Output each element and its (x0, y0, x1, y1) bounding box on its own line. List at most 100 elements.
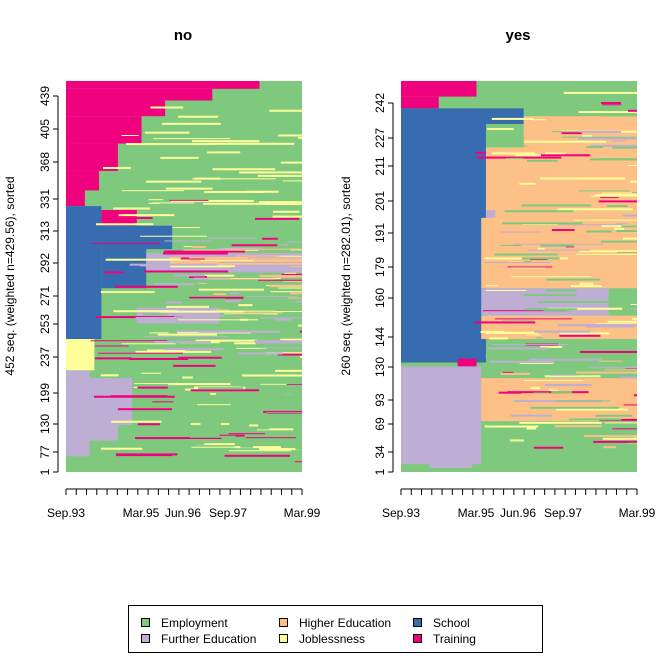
sequence-streak-jobless (283, 180, 302, 182)
sequence-streak-further (229, 292, 239, 295)
sequence-streak-employment (288, 399, 302, 402)
sequence-streak-training (262, 237, 278, 240)
sequence-streak-jobless (258, 448, 302, 451)
state-band-training (66, 81, 260, 89)
sequence-streak-further (218, 262, 302, 264)
sequence-streak-jobless (573, 219, 637, 221)
sequence-streak-jobless (290, 249, 302, 251)
sequence-plot-area (66, 81, 302, 472)
sequence-streak-employment (260, 366, 302, 368)
sequence-streak-jobless (622, 237, 637, 240)
sequence-streak-employment (485, 355, 561, 358)
sequence-streak-jobless (298, 324, 302, 327)
sequence-streak-training (623, 404, 637, 406)
sequence-streak-employment (546, 278, 601, 281)
sequence-streak-higher (484, 387, 504, 390)
sequence-streak-higher (604, 369, 637, 371)
sequence-streak-training (117, 408, 172, 411)
sequence-streak-jobless (260, 383, 287, 385)
sequence-streak-further (529, 358, 602, 361)
sequence-streak-further (622, 214, 637, 217)
sequence-streak-jobless (270, 291, 302, 293)
sequence-streak-further (296, 300, 302, 303)
sequence-streak-employment (295, 447, 302, 450)
sequence-streak-jobless (579, 250, 637, 253)
sequence-streak-further (513, 243, 603, 245)
sequence-streak-employment (543, 310, 572, 312)
x-tick-label: Mar.99 (619, 506, 656, 520)
sequence-streak-employment (537, 353, 599, 355)
sequence-streak-employment (631, 192, 637, 194)
sequence-streak-jobless (170, 199, 254, 202)
sequence-streak-employment (282, 307, 302, 310)
sequence-streak-employment (600, 240, 637, 243)
sequence-streak-employment (144, 298, 226, 301)
sequence-streak-employment (499, 145, 527, 147)
sequence-streak-employment (533, 392, 550, 394)
state-band-training (66, 143, 118, 171)
sequence-streak-jobless (524, 140, 606, 143)
x-tick-label: Mar.95 (123, 506, 160, 520)
sequence-streak-further (229, 267, 286, 270)
sequence-streak-further (577, 137, 637, 140)
sequence-streak-employment (500, 244, 522, 246)
sequence-streak-jobless (265, 203, 302, 206)
sequence-streak-jobless (579, 282, 594, 285)
sequence-streak-jobless (188, 274, 235, 277)
sequence-streak-jobless (594, 194, 637, 197)
sequence-streak-higher (213, 293, 227, 296)
sequence-streak-further (244, 253, 302, 256)
sequence-streak-jobless (105, 258, 190, 261)
x-axis: Sep.93 Mar.95 Jun.96 Sep.97 Mar.99 (47, 488, 321, 520)
sequence-streak-training (190, 389, 260, 392)
sequence-streak-training (188, 275, 208, 278)
sequence-streak-training (299, 330, 302, 333)
sequence-streak-training (173, 364, 216, 367)
x-axis: Sep.93 Mar.95 Jun.96 Sep.97 Mar.99 (382, 488, 656, 520)
sequence-streak-employment (266, 412, 302, 414)
sequence-streak-further (198, 330, 281, 333)
sequence-streak-further (500, 231, 542, 233)
sequence-streak-further (287, 241, 301, 243)
sequence-streak-employment (161, 326, 233, 329)
y-tick-label: 199 (38, 383, 52, 403)
sequence-streak-higher (552, 388, 587, 390)
sequence-streak-jobless (537, 247, 545, 250)
sequence-streak-employment (537, 300, 613, 303)
sequence-streak-training (93, 395, 175, 398)
sequence-streak-training (533, 446, 564, 449)
sequence-streak-higher (230, 312, 284, 314)
sequence-streak-jobless (195, 443, 235, 446)
sequence-streak-jobless (602, 437, 637, 440)
y-tick-label: 191 (373, 223, 387, 243)
sequence-streak-training (95, 345, 129, 347)
sequence-streak-jobless (556, 408, 628, 411)
sequence-streak-further (489, 360, 555, 363)
sequence-streak-jobless (273, 210, 300, 213)
sequence-streak-jobless (100, 374, 119, 377)
sequence-streak-training (219, 434, 245, 437)
sequence-streak-jobless (548, 307, 623, 310)
x-tick-label: Sep.93 (47, 506, 85, 520)
sequence-streak-higher (554, 425, 602, 428)
sequence-streak-training (286, 384, 302, 386)
sequence-streak-employment (617, 251, 637, 253)
sequence-streak-employment (551, 391, 573, 394)
sequence-streak-further (224, 300, 241, 303)
sequence-streak-higher (283, 280, 302, 282)
sequence-streak-employment (184, 441, 216, 443)
sequence-streak-jobless (238, 304, 253, 307)
sequence-streak-training (602, 104, 622, 106)
y-tick-label: 313 (38, 221, 52, 241)
sequence-streak-jobless (168, 383, 231, 386)
sequence-streak-jobless (160, 156, 199, 159)
sequence-streak-training (91, 242, 161, 244)
sequence-streak-employment (262, 303, 287, 306)
sequence-streak-higher (631, 435, 637, 438)
sequence-streak-jobless (121, 343, 176, 345)
state-band-school (101, 225, 173, 250)
sequence-streak-jobless (530, 387, 540, 390)
sequence-streak-training (565, 246, 575, 248)
sequence-streak-training (579, 350, 637, 353)
